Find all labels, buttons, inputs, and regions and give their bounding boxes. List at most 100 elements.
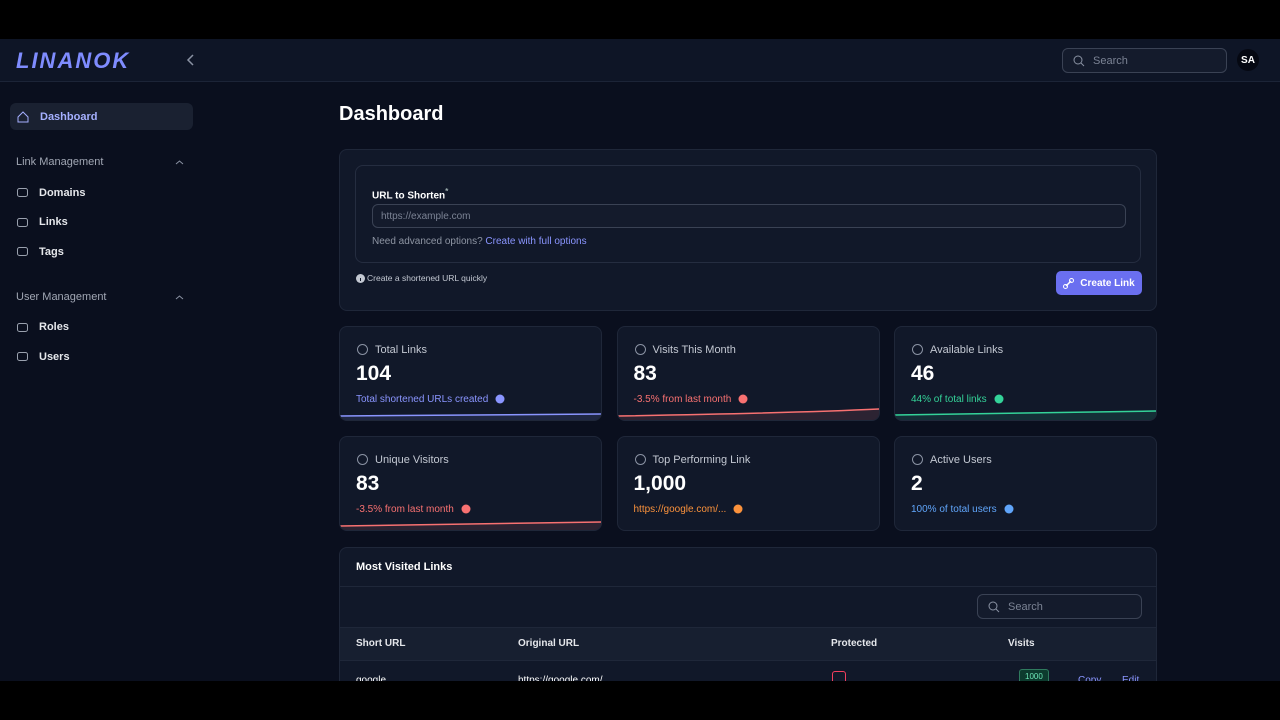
stat-value: 83 [633, 362, 657, 385]
stat-title: Available Links [911, 343, 1003, 356]
button-label: Create Link [1080, 277, 1135, 289]
stat-note: Total shortened URLs created [356, 393, 507, 406]
stat-value: 46 [911, 362, 935, 385]
stat-note-text: 44% of total links [911, 394, 987, 405]
column-header: Protected [831, 638, 878, 649]
header: LINANOK Search SA [0, 39, 1280, 82]
stat-title-text: Top Performing Link [652, 453, 751, 466]
required-mark: * [445, 186, 449, 196]
stat-note-text: -3.5% from last month [356, 504, 454, 515]
nav-label: Users [39, 350, 70, 363]
advanced-text: Need advanced options? [372, 236, 483, 247]
nav-label: Domains [39, 186, 86, 199]
stat-icon [357, 454, 368, 465]
sparkline [340, 521, 601, 530]
nav-item[interactable]: Domains [16, 186, 85, 199]
shortener-card: URL to Shorten* https://example.com Need… [339, 149, 1157, 311]
stat-card: Unique Visitors 83 -3.5% from last month [339, 436, 602, 531]
table-search[interactable]: Search [977, 594, 1142, 619]
url-input[interactable]: https://example.com [372, 204, 1126, 228]
nav-label: Tags [39, 245, 64, 258]
original-url: https://google.com/ [518, 675, 603, 681]
stat-icon [912, 454, 923, 465]
stat-title: Top Performing Link [634, 453, 751, 466]
nav-group-title: Link Management [16, 156, 186, 168]
nav-label: Roles [39, 321, 69, 333]
label-text: URL to Shorten [372, 190, 446, 202]
stat-note: -3.5% from last month [634, 393, 751, 406]
search-icon [1073, 55, 1085, 66]
short-url[interactable]: google [356, 675, 387, 681]
note-icon [994, 394, 1004, 404]
note-icon [738, 394, 748, 404]
visits-badge: 1000 [1019, 669, 1049, 681]
stat-value: 83 [356, 472, 380, 495]
stat-note-text: -3.5% from last month [633, 394, 732, 405]
stat-value: 1,000 [633, 472, 687, 495]
stat-title: Visits This Month [634, 343, 736, 356]
nav-item[interactable]: Users [16, 350, 70, 363]
logo[interactable]: LINANOK [16, 48, 131, 73]
collapse-icon[interactable] [185, 53, 197, 67]
note-icon [495, 394, 505, 404]
table-title: Most Visited Links [356, 561, 453, 573]
stat-card: Visits This Month 83 -3.5% from last month [616, 326, 880, 421]
stat-value: 2 [911, 472, 923, 495]
nav-dashboard[interactable]: Dashboard [16, 110, 97, 124]
active-nav-bg [10, 103, 193, 130]
nav-icon [17, 322, 28, 332]
stat-note: 44% of total links [911, 393, 1006, 406]
most-visited-card: Most Visited Links Search Short URL Origi… [339, 547, 1157, 681]
stat-note: -3.5% from last month [356, 503, 473, 516]
field-label: URL to Shorten* [372, 186, 448, 201]
group-label: User Management [16, 290, 107, 303]
protected-icon [832, 671, 846, 681]
page-title: Dashboard [339, 103, 444, 125]
stat-note: https://google.com/... [634, 503, 746, 516]
create-link-button[interactable]: Create Link [1056, 271, 1142, 295]
stat-card: Total Links 104 Total shortened URLs creat… [339, 326, 602, 421]
stat-card: Top Performing Link 1,000 https://google.c… [616, 436, 880, 531]
nav-item[interactable]: Roles [16, 321, 69, 334]
nav-item[interactable]: Links [16, 216, 68, 229]
search-placeholder: Search [1008, 600, 1043, 613]
search-icon [988, 601, 1000, 612]
stat-note-text: https://google.com/... [633, 504, 727, 515]
column-header[interactable]: Short URL [356, 638, 406, 649]
avatar[interactable]: SA [1237, 49, 1259, 71]
column-header[interactable]: Visits [1008, 638, 1035, 649]
advanced-link[interactable]: Create with full options [485, 236, 587, 247]
stat-title: Total Links [356, 343, 427, 356]
stat-title-text: Unique Visitors [375, 453, 449, 466]
note-icon [461, 504, 471, 514]
nav-icon [17, 352, 28, 361]
home-icon [17, 111, 29, 123]
stat-title: Unique Visitors [356, 453, 449, 466]
column-header: Original URL [518, 638, 580, 649]
nav-item[interactable]: Tags [16, 245, 64, 258]
hint: Create a shortened URL quickly [356, 273, 487, 283]
divider [340, 586, 1156, 587]
app: LINANOK Search SA Dashboard Link Managem… [0, 39, 1280, 681]
stat-title-text: Available Links [930, 343, 1004, 356]
advanced-hint: Need advanced options? Create with full … [372, 236, 587, 247]
stat-note: 100% of total users [911, 503, 1016, 516]
link-icon [1063, 277, 1075, 289]
stat-note-text: 100% of total users [911, 504, 997, 515]
stat-icon [912, 344, 923, 355]
chevron [175, 160, 184, 165]
info-icon [356, 273, 365, 283]
group-label: Link Management [16, 156, 104, 168]
row-action[interactable]: Copy [1078, 675, 1102, 681]
stat-title-text: Visits This Month [652, 343, 736, 356]
nav-icon [17, 188, 28, 197]
shortener-form: URL to Shorten* https://example.com Need… [355, 165, 1141, 263]
search-box[interactable]: Search [1062, 48, 1227, 73]
sparkline [340, 413, 601, 420]
hint-text: Create a shortened URL quickly [367, 273, 488, 283]
nav-label: Dashboard [40, 111, 98, 123]
row-action[interactable]: Edit [1122, 675, 1140, 681]
note-icon [733, 504, 743, 514]
